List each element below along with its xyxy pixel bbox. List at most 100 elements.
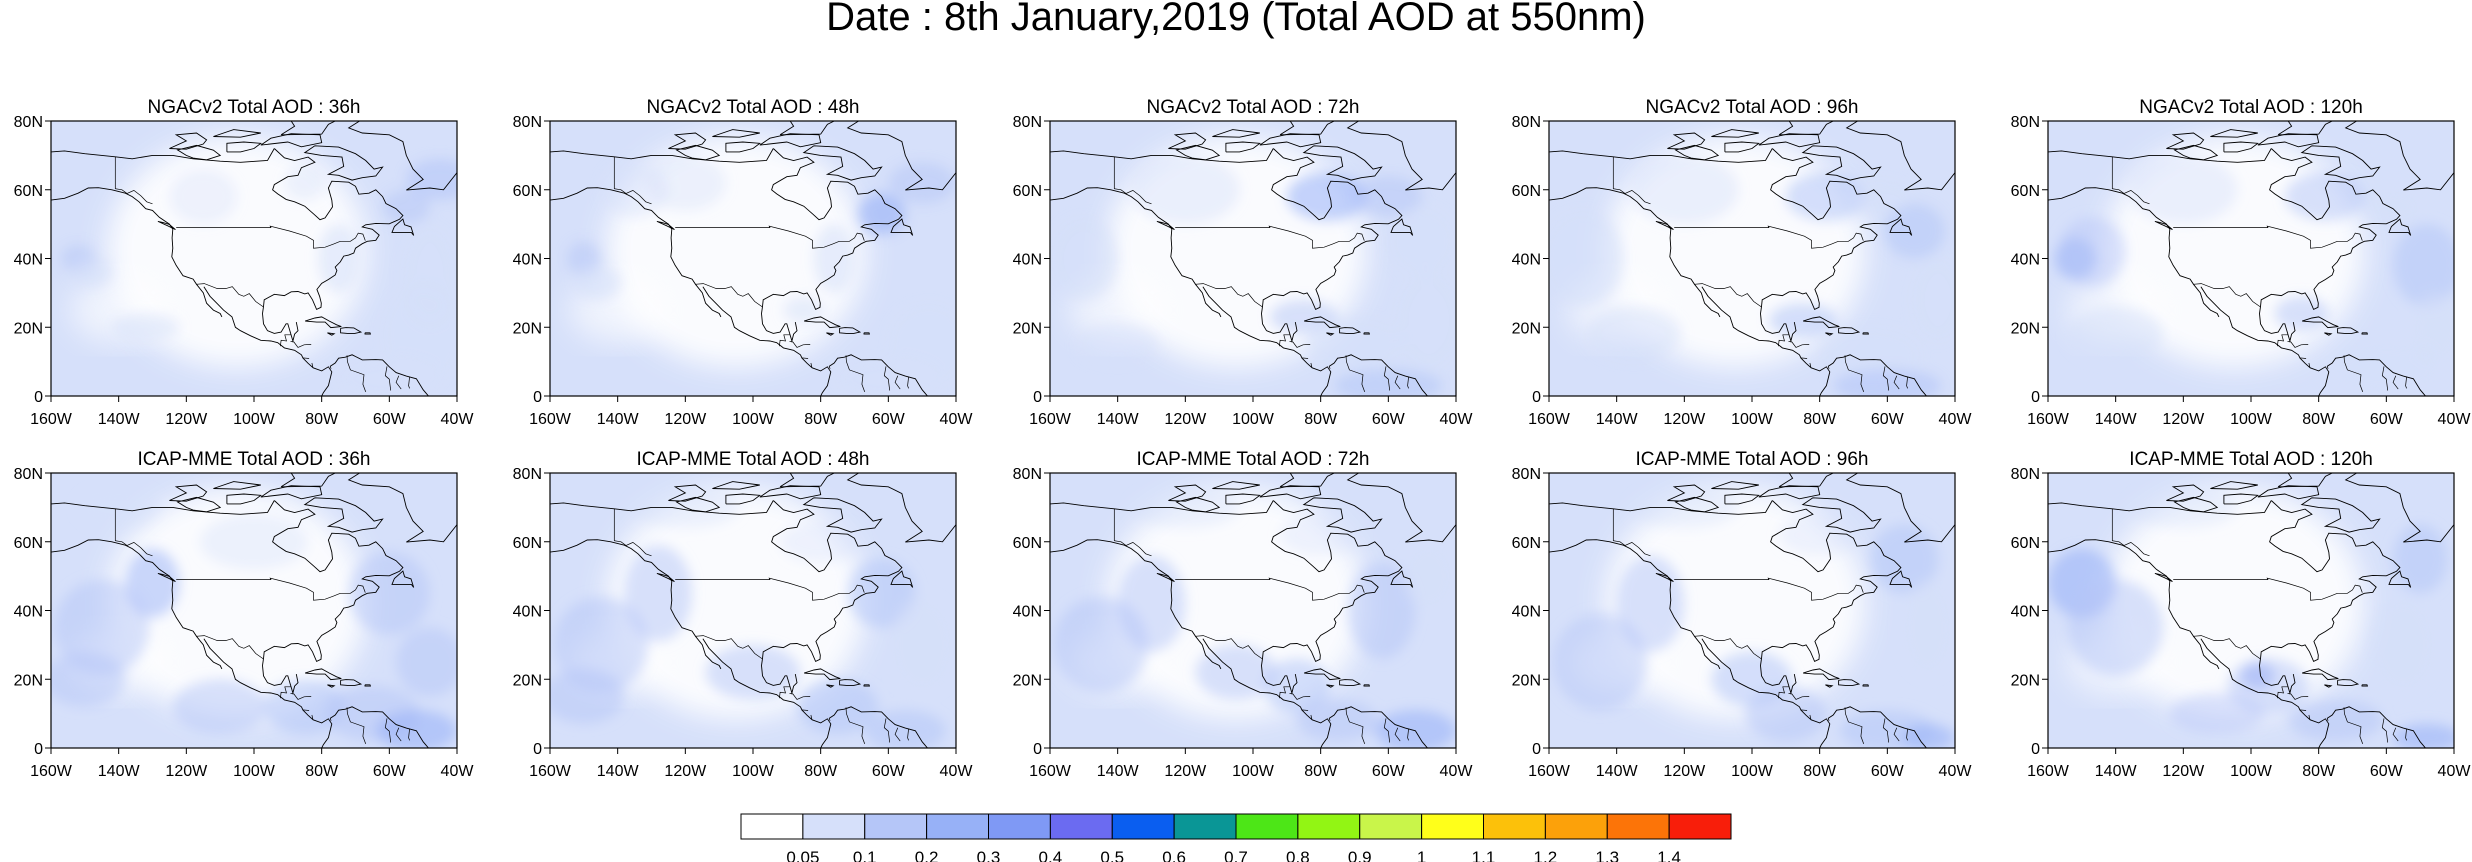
- political-border: [1844, 707, 1865, 745]
- lon-tick-label: 100W: [2230, 763, 2273, 780]
- political-border: [1827, 717, 1830, 721]
- political-border: [196, 283, 264, 308]
- political-border: [828, 365, 831, 369]
- coastline: [2173, 144, 2219, 161]
- political-border: [290, 692, 312, 700]
- coastline: [157, 220, 176, 231]
- political-border: [1694, 635, 1762, 660]
- coastline: [1050, 529, 1051, 532]
- political-border: [2405, 728, 2407, 741]
- political-border: [907, 376, 909, 389]
- lon-tick-label: 80W: [804, 411, 838, 428]
- lon-tick-label: 80W: [305, 763, 339, 780]
- lon-tick-label: 40W: [1440, 763, 1474, 780]
- political-border: [1328, 717, 1331, 721]
- coastline: [2048, 529, 2049, 532]
- coastline: [803, 316, 841, 329]
- aod-plume: [284, 165, 326, 201]
- colorbar-label: 1.2: [1534, 848, 1558, 862]
- lon-tick-label: 120W: [2162, 763, 2205, 780]
- coastline: [2361, 332, 2369, 335]
- coastline: [1050, 539, 1222, 670]
- coastline: [1363, 684, 1371, 687]
- lon-tick-label: 160W: [2027, 763, 2070, 780]
- political-border: [2111, 156, 2150, 205]
- political-border: [1113, 508, 1152, 557]
- coastline: [1303, 316, 1341, 329]
- coastline: [2301, 316, 2339, 329]
- coastline: [51, 177, 52, 180]
- lon-tick-label: 60W: [1871, 763, 1905, 780]
- political-border: [1827, 365, 1830, 369]
- aod-plume: [705, 644, 801, 700]
- lat-tick-label: 80N: [14, 466, 43, 483]
- aod-plume: [1549, 210, 1624, 307]
- coastline: [304, 668, 342, 681]
- aod-plume: [888, 162, 956, 204]
- coastline: [1339, 679, 1362, 686]
- coastline: [1279, 121, 1336, 136]
- coastline: [761, 148, 903, 343]
- coastline: [1827, 706, 1928, 748]
- political-border: [346, 707, 367, 745]
- lon-tick-label: 40W: [1440, 411, 1474, 428]
- lon-tick-label: 60W: [1372, 763, 1406, 780]
- political-border: [1893, 375, 1900, 390]
- political-border: [329, 365, 332, 369]
- aod-plume: [1307, 316, 1402, 372]
- lat-tick-label: 0: [533, 741, 542, 758]
- political-border: [613, 508, 652, 557]
- lon-tick-label: 140W: [1596, 763, 1639, 780]
- panel-title: ICAP-MME Total AOD : 36h: [137, 449, 370, 470]
- political-border: [675, 225, 865, 249]
- coastline: [1845, 473, 1955, 543]
- coastline: [1701, 638, 1831, 748]
- lat-tick-label: 0: [34, 389, 43, 406]
- coastline: [828, 354, 929, 396]
- political-border: [311, 362, 314, 368]
- coastline: [2324, 332, 2333, 336]
- political-border: [801, 709, 809, 711]
- lon-tick-label: 140W: [1097, 411, 1140, 428]
- political-border: [894, 375, 901, 390]
- coastline: [826, 684, 835, 688]
- political-border: [2326, 365, 2329, 369]
- aod-plume: [1900, 723, 1955, 748]
- political-border: [907, 728, 909, 741]
- lat-tick-label: 20N: [2011, 672, 2040, 689]
- lon-tick-label: 60W: [872, 763, 906, 780]
- colorbar-swatch: [740, 813, 804, 840]
- coastline: [550, 177, 551, 180]
- aod-plume: [1586, 306, 1681, 362]
- coastline: [1326, 332, 1335, 336]
- political-border: [1383, 366, 1391, 391]
- coastline: [1760, 500, 1902, 695]
- map-panel: ICAP-MME Total AOD : 48h 160W 140W 120W 100W…: [513, 449, 974, 780]
- political-border: [1674, 225, 1864, 249]
- political-border: [845, 355, 866, 393]
- coastline: [2210, 129, 2258, 138]
- map-panel: NGACv2 Total AOD : 72h 160W 140W 120W 100W 80…: [1013, 97, 1474, 428]
- lon-tick-label: 60W: [373, 763, 407, 780]
- aod-plume: [888, 596, 956, 693]
- lon-tick-label: 100W: [2230, 411, 2273, 428]
- coastline: [890, 570, 914, 588]
- coastline: [863, 684, 871, 687]
- lat-tick-label: 40N: [2011, 252, 2040, 269]
- coastline: [2344, 121, 2454, 191]
- lon-tick-label: 160W: [529, 411, 572, 428]
- figure-title: Date : 8th January,2019 (Total AOD at 55…: [826, 0, 1646, 39]
- political-border: [1674, 577, 1864, 601]
- colorbar-label: 0.3: [977, 848, 1001, 862]
- political-border: [1345, 707, 1366, 745]
- coastline: [1667, 132, 1706, 150]
- lat-tick-label: 60N: [1013, 183, 1042, 200]
- aod-plume: [406, 158, 457, 200]
- coastline: [260, 133, 323, 148]
- coastline: [2223, 141, 2260, 153]
- political-border: [2381, 718, 2389, 743]
- coastline: [550, 187, 722, 318]
- map-panel: ICAP-MME Total AOD : 120h 160W 140W 120W 100…: [2011, 449, 2472, 780]
- aod-plume: [1900, 579, 1955, 676]
- coastline: [1212, 129, 1260, 138]
